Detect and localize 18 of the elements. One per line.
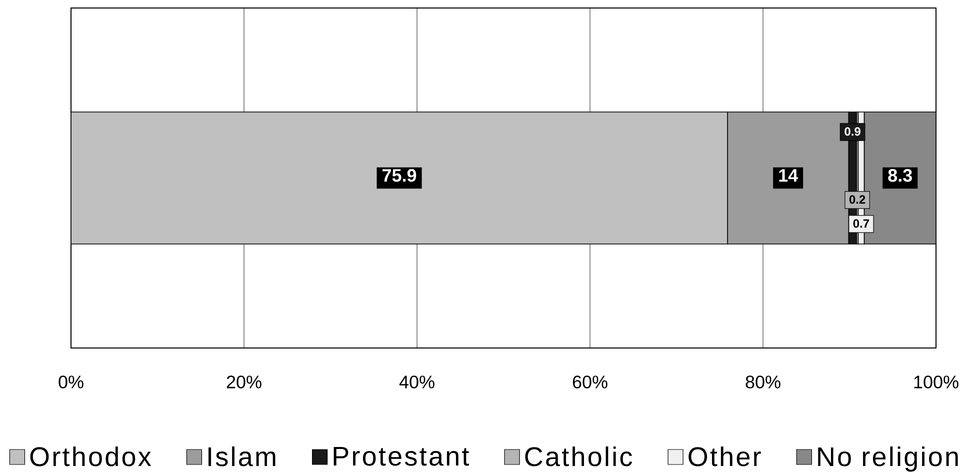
data-label: 0.7 <box>853 219 869 228</box>
data-label: 75.9 <box>382 169 416 182</box>
legend-label: Other <box>688 446 761 466</box>
data-label: 0.2 <box>849 195 866 204</box>
x-tick-label: 20% <box>226 376 262 388</box>
x-tick-label: 80% <box>746 376 780 388</box>
data-label: 8.3 <box>888 169 912 182</box>
x-tick-label: 100% <box>914 376 958 388</box>
data-label: 0.9 <box>844 127 860 136</box>
data-label: 14 <box>779 169 798 182</box>
legend-label: Catholic <box>525 446 632 466</box>
legend-label: No religion <box>818 446 958 472</box>
x-tick-label: 60% <box>572 376 608 388</box>
x-tick-label: 0% <box>58 376 84 388</box>
legend-label: Orthodox <box>30 446 152 466</box>
legend-label: Protestant <box>334 446 470 466</box>
x-tick-label: 40% <box>399 376 434 388</box>
legend-label: Islam <box>208 446 276 466</box>
